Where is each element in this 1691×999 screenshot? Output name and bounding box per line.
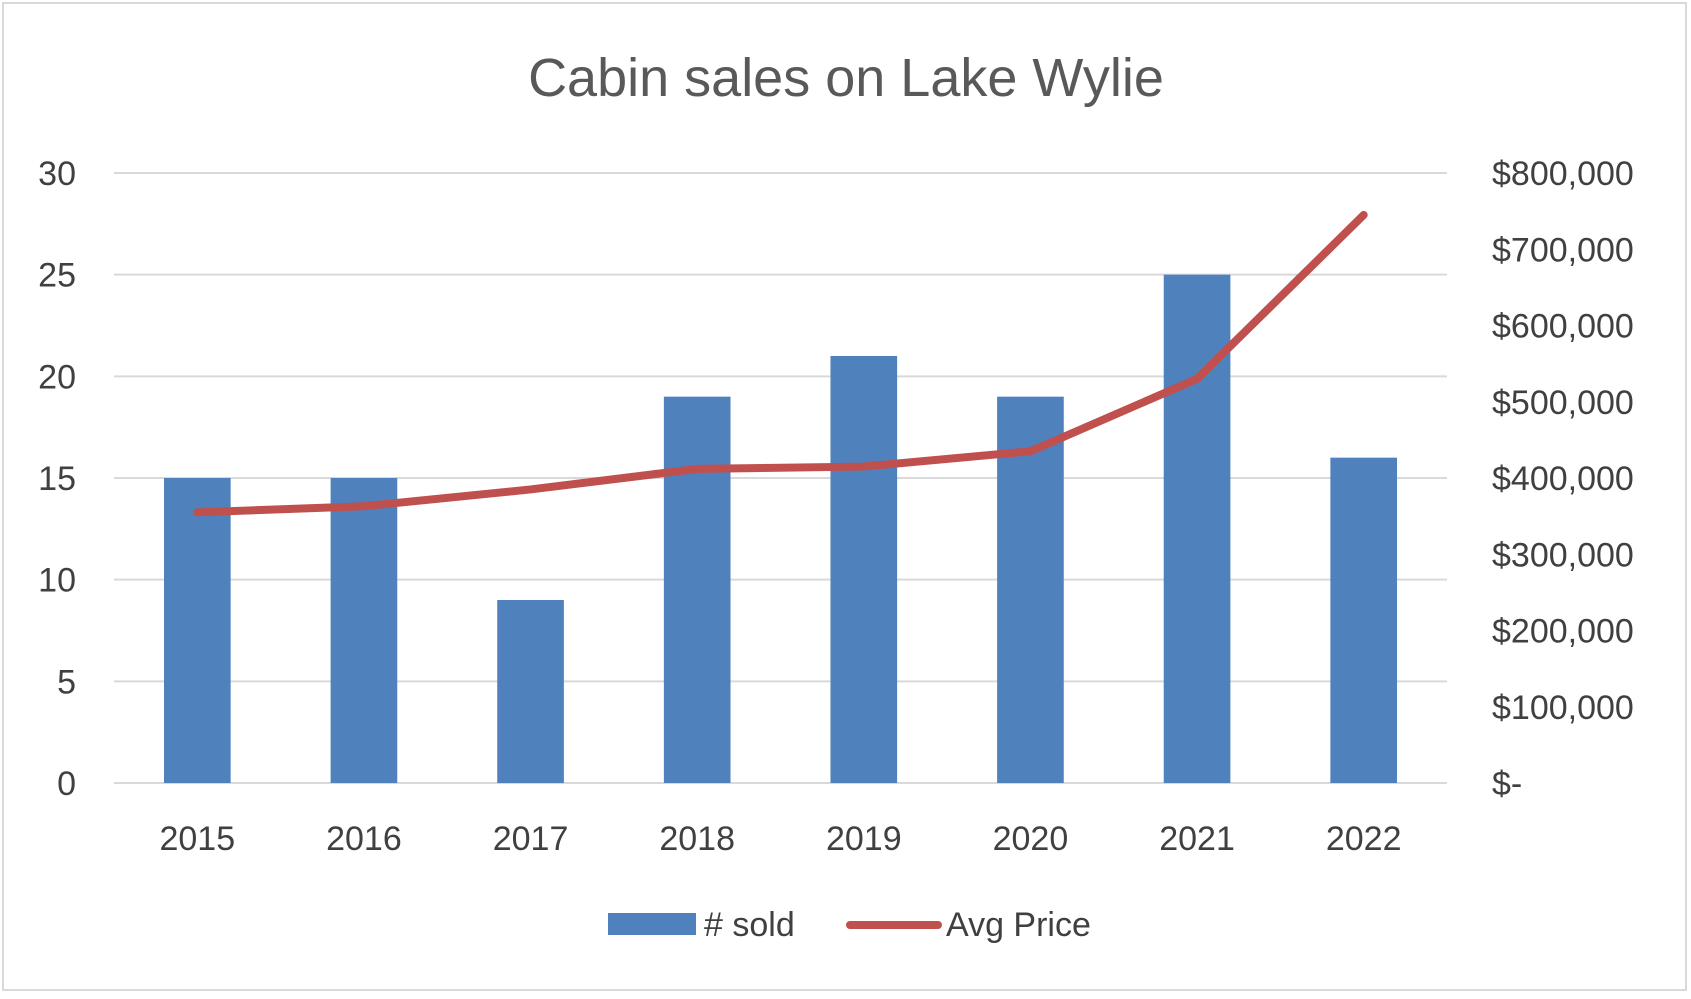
right-axis-tick-label: $200,000	[1492, 613, 1634, 651]
bar	[497, 600, 564, 783]
bar	[330, 478, 398, 783]
legend-swatch-sold	[608, 913, 696, 935]
right-axis-tick-label: $700,000	[1492, 231, 1634, 269]
bar	[663, 396, 731, 783]
x-axis-tick-label: 2020	[993, 820, 1069, 858]
right-axis-tick-label: $100,000	[1492, 689, 1634, 727]
left-axis: 0 5 10 15 20 25 30	[38, 155, 76, 803]
x-axis-tick-label: 2017	[493, 820, 569, 858]
x-axis-tick-label: 2022	[1326, 820, 1402, 858]
line-series-avg-price	[193, 210, 1368, 517]
left-axis-tick-label: 0	[57, 765, 76, 803]
right-axis-tick-label: $300,000	[1492, 536, 1634, 574]
bar	[1330, 457, 1398, 783]
bar	[163, 478, 231, 783]
x-axis-tick-label: 2016	[326, 820, 402, 858]
bar-series-sold	[163, 274, 1398, 783]
avg-price-line	[193, 210, 1368, 517]
x-axis-tick-label: 2019	[826, 820, 902, 858]
left-axis-tick-label: 5	[57, 663, 76, 701]
legend: # sold Avg Price	[608, 906, 1091, 944]
chart-title: Cabin sales on Lake Wylie	[528, 48, 1164, 108]
x-axis-tick-label: 2018	[659, 820, 735, 858]
left-axis-tick-label: 10	[38, 562, 76, 600]
x-axis: 2015 2016 2017 2018 2019 2020 2021 2022	[159, 820, 1401, 858]
right-axis-tick-label: $800,000	[1492, 155, 1634, 193]
legend-label-avg-price: Avg Price	[946, 906, 1091, 944]
right-axis: $- $100,000 $200,000 $300,000 $400,000 $500,0…	[1492, 155, 1634, 803]
right-axis-tick-label: $600,000	[1492, 308, 1634, 346]
x-axis-tick-label: 2015	[159, 820, 235, 858]
legend-label-sold: # sold	[704, 906, 795, 944]
right-axis-tick-label: $500,000	[1492, 384, 1634, 422]
bar	[830, 356, 898, 783]
bar	[997, 396, 1064, 783]
right-axis-tick-label: $400,000	[1492, 460, 1634, 498]
right-axis-tick-label: $-	[1492, 765, 1522, 803]
left-axis-tick-label: 20	[38, 358, 76, 396]
left-axis-tick-label: 30	[38, 155, 76, 193]
x-axis-tick-label: 2021	[1159, 820, 1235, 858]
left-axis-tick-label: 15	[38, 460, 76, 498]
chart-canvas: Cabin sales on Lake Wylie 0 5 10 15 20 25 30 $…	[38, 48, 1634, 944]
left-axis-tick-label: 25	[38, 257, 76, 295]
gridlines	[114, 172, 1447, 784]
